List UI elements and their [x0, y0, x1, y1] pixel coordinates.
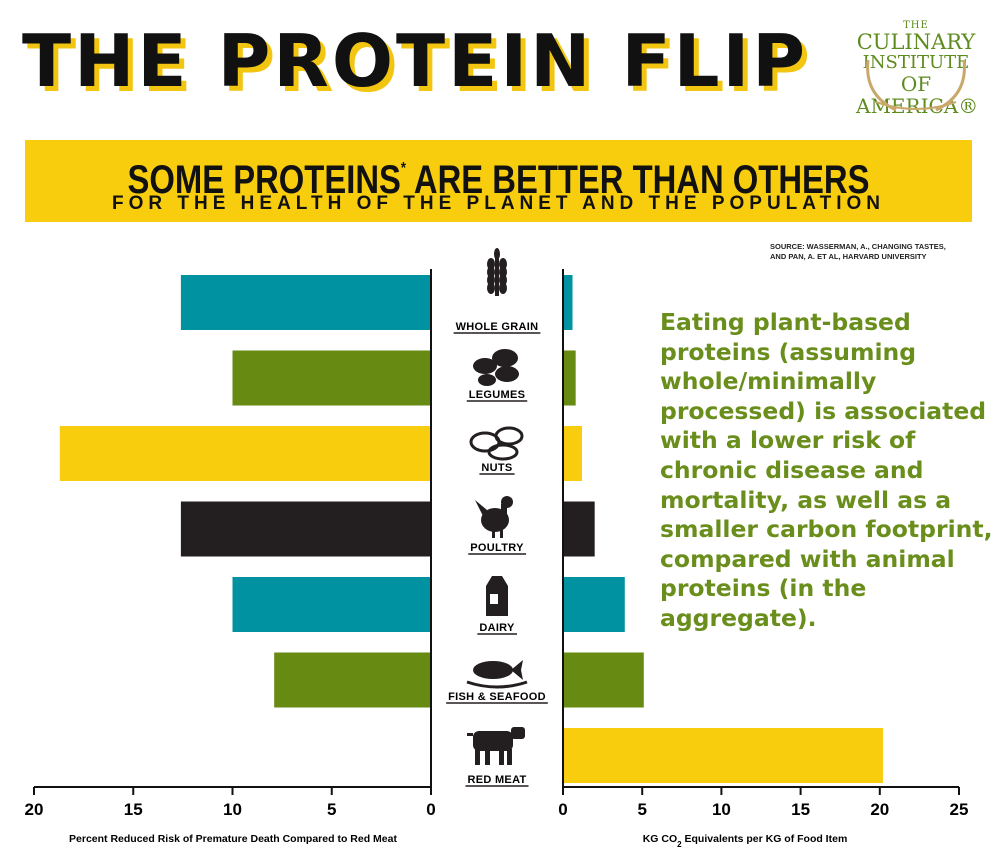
subtitle: SOME PROTEINS* ARE BETTER THAN OTHERS — [110, 146, 887, 203]
category-label-0: WHOLE GRAIN — [456, 321, 539, 333]
left-tick-label-3: 5 — [327, 800, 336, 819]
source-note: SOURCE: WASSERMAN, A., CHANGING TASTES, … — [770, 242, 990, 262]
right-tick-label-1: 5 — [637, 800, 646, 819]
asterisk: * — [400, 160, 407, 177]
right-tick-label-4: 20 — [870, 800, 889, 819]
right-tick-label-0: 0 — [558, 800, 567, 819]
right-tick-label-5: 25 — [950, 800, 969, 819]
subtitle-rest: ARE BETTER THAN OTHERS — [406, 158, 870, 202]
category-label-5: FISH & SEAFOOD — [448, 691, 546, 703]
wheat-icon — [487, 248, 507, 296]
subtitle-banner: SOME PROTEINS* ARE BETTER THAN OTHERS FO… — [25, 140, 972, 222]
right-tick-label-3: 15 — [791, 800, 810, 819]
right-bar-4 — [563, 577, 625, 632]
category-label-3: POULTRY — [470, 542, 524, 554]
right-bar-5 — [563, 652, 644, 708]
left-axis-title: Percent Reduced Risk of Premature Death … — [69, 833, 397, 845]
subtitle-tagline: FOR THE HEALTH OF THE PLANET AND THE POP… — [112, 193, 885, 214]
logo-line-4: OF AMERICA® — [856, 72, 979, 118]
wheat-wreath-icon — [866, 59, 966, 112]
cow-icon — [467, 727, 525, 765]
right-tick-label-2: 10 — [712, 800, 731, 819]
subtitle-main: SOME PROTEINS — [127, 158, 401, 202]
left-tick-label-2: 10 — [223, 800, 242, 819]
right-bar-3 — [563, 501, 595, 557]
left-tick-label-1: 15 — [124, 800, 143, 819]
left-bar-2 — [59, 426, 432, 481]
culinary-institute-logo: THE CULINARY INSTITUTE OF AMERICA® — [856, 20, 979, 118]
category-label-6: RED MEAT — [467, 774, 526, 786]
page-title: THE PROTEIN FLIP — [22, 19, 809, 103]
left-bar-1 — [232, 350, 431, 406]
left-bar-5 — [274, 652, 431, 708]
left-bar-0 — [180, 275, 431, 330]
milk-carton-icon — [486, 576, 508, 616]
right-bar-2 — [563, 426, 583, 481]
logo-line-2: CULINARY — [856, 30, 976, 54]
right-bar-6 — [563, 728, 883, 783]
legumes-icon — [473, 349, 519, 386]
right-bar-0 — [563, 275, 573, 330]
left-bar-4 — [232, 577, 431, 632]
source-line-2: AND PAN, A. ET AL, HARVARD UNIVERSITY — [770, 252, 927, 261]
chicken-icon — [475, 496, 513, 538]
right-axis-title: KG CO2 Equivalents per KG of Food Item — [643, 833, 848, 849]
fish-icon — [466, 660, 528, 689]
right-bar-1 — [563, 350, 576, 406]
category-label-2: NUTS — [481, 462, 512, 474]
callout-text: Eating plant-based proteins (assuming wh… — [660, 308, 993, 632]
source-line-1: SOURCE: WASSERMAN, A., CHANGING TASTES, — [770, 242, 946, 251]
left-bar-3 — [180, 501, 431, 557]
logo-line-3: INSTITUTE — [862, 52, 970, 73]
logo-line-1: THE — [903, 20, 929, 31]
category-label-1: LEGUMES — [469, 389, 526, 401]
left-tick-label-0: 20 — [25, 800, 44, 819]
nuts-icon — [469, 426, 524, 461]
left-tick-label-4: 0 — [426, 800, 435, 819]
category-label-4: DAIRY — [479, 622, 515, 634]
